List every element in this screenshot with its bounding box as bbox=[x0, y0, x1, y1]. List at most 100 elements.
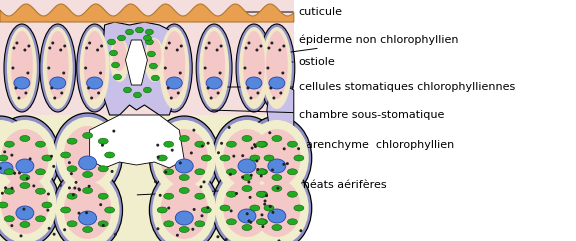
Ellipse shape bbox=[168, 41, 171, 45]
Ellipse shape bbox=[247, 183, 250, 186]
Ellipse shape bbox=[262, 27, 292, 109]
Ellipse shape bbox=[164, 221, 173, 227]
Ellipse shape bbox=[7, 27, 37, 109]
Ellipse shape bbox=[77, 234, 79, 237]
Ellipse shape bbox=[253, 179, 301, 237]
Ellipse shape bbox=[105, 152, 115, 158]
Ellipse shape bbox=[27, 184, 30, 187]
Ellipse shape bbox=[266, 31, 288, 99]
Ellipse shape bbox=[151, 75, 160, 81]
Ellipse shape bbox=[271, 143, 275, 146]
Bar bbox=[0, 115, 294, 241]
Ellipse shape bbox=[73, 177, 75, 180]
Ellipse shape bbox=[170, 96, 173, 100]
Ellipse shape bbox=[268, 209, 286, 223]
Ellipse shape bbox=[175, 159, 193, 173]
Ellipse shape bbox=[208, 41, 211, 45]
Ellipse shape bbox=[155, 121, 158, 124]
Ellipse shape bbox=[90, 188, 93, 191]
Ellipse shape bbox=[226, 163, 229, 166]
Ellipse shape bbox=[210, 96, 213, 100]
Ellipse shape bbox=[0, 167, 57, 241]
Ellipse shape bbox=[50, 87, 54, 89]
Ellipse shape bbox=[256, 169, 266, 175]
Ellipse shape bbox=[272, 225, 282, 230]
Polygon shape bbox=[0, 4, 294, 22]
Ellipse shape bbox=[134, 92, 142, 98]
Ellipse shape bbox=[248, 229, 251, 232]
Ellipse shape bbox=[305, 186, 308, 188]
Ellipse shape bbox=[108, 151, 111, 154]
Ellipse shape bbox=[84, 31, 105, 99]
Ellipse shape bbox=[203, 31, 225, 99]
Ellipse shape bbox=[238, 159, 256, 173]
Ellipse shape bbox=[59, 238, 62, 241]
Ellipse shape bbox=[100, 45, 103, 47]
Ellipse shape bbox=[39, 167, 42, 170]
Ellipse shape bbox=[0, 116, 35, 200]
Ellipse shape bbox=[250, 155, 260, 161]
Ellipse shape bbox=[211, 164, 214, 167]
Ellipse shape bbox=[48, 47, 51, 49]
Ellipse shape bbox=[249, 179, 252, 182]
Ellipse shape bbox=[82, 180, 85, 183]
Ellipse shape bbox=[179, 187, 190, 194]
Ellipse shape bbox=[36, 169, 46, 175]
Ellipse shape bbox=[226, 122, 229, 125]
Ellipse shape bbox=[217, 92, 219, 94]
Ellipse shape bbox=[13, 47, 16, 49]
Ellipse shape bbox=[210, 149, 213, 152]
Ellipse shape bbox=[1, 176, 49, 234]
Ellipse shape bbox=[255, 48, 259, 52]
Ellipse shape bbox=[270, 87, 272, 89]
Ellipse shape bbox=[157, 155, 167, 161]
Bar bbox=[0, 0, 294, 241]
Ellipse shape bbox=[244, 47, 248, 49]
Ellipse shape bbox=[34, 175, 37, 178]
Ellipse shape bbox=[42, 155, 52, 161]
Ellipse shape bbox=[180, 178, 183, 181]
Ellipse shape bbox=[305, 183, 308, 187]
Ellipse shape bbox=[28, 45, 31, 47]
Ellipse shape bbox=[36, 216, 46, 222]
Ellipse shape bbox=[220, 205, 230, 211]
Ellipse shape bbox=[272, 174, 282, 181]
Ellipse shape bbox=[272, 96, 275, 100]
Ellipse shape bbox=[256, 141, 266, 147]
Ellipse shape bbox=[89, 174, 92, 176]
Ellipse shape bbox=[273, 226, 276, 229]
Ellipse shape bbox=[226, 141, 236, 147]
Ellipse shape bbox=[42, 202, 52, 208]
Ellipse shape bbox=[24, 147, 27, 150]
Ellipse shape bbox=[270, 41, 274, 45]
Ellipse shape bbox=[87, 87, 90, 89]
Ellipse shape bbox=[164, 193, 173, 199]
Ellipse shape bbox=[123, 87, 131, 93]
Ellipse shape bbox=[157, 158, 160, 161]
Ellipse shape bbox=[83, 172, 93, 178]
Ellipse shape bbox=[78, 131, 81, 134]
Ellipse shape bbox=[245, 120, 309, 196]
Ellipse shape bbox=[215, 170, 279, 241]
Ellipse shape bbox=[149, 116, 219, 200]
Ellipse shape bbox=[67, 166, 77, 172]
Ellipse shape bbox=[97, 132, 101, 134]
Ellipse shape bbox=[64, 181, 112, 239]
Ellipse shape bbox=[244, 188, 247, 191]
Ellipse shape bbox=[179, 72, 182, 74]
Ellipse shape bbox=[249, 222, 252, 225]
Text: méats aérifères: méats aérifères bbox=[137, 180, 386, 195]
Ellipse shape bbox=[237, 179, 241, 182]
Ellipse shape bbox=[5, 141, 14, 147]
Ellipse shape bbox=[5, 169, 14, 175]
Ellipse shape bbox=[156, 24, 192, 112]
Ellipse shape bbox=[305, 138, 308, 141]
Ellipse shape bbox=[13, 131, 16, 134]
Ellipse shape bbox=[236, 24, 272, 112]
Ellipse shape bbox=[149, 168, 219, 241]
Ellipse shape bbox=[58, 200, 61, 203]
Ellipse shape bbox=[179, 174, 190, 181]
Ellipse shape bbox=[272, 135, 282, 141]
Ellipse shape bbox=[225, 128, 228, 131]
Ellipse shape bbox=[21, 216, 24, 219]
